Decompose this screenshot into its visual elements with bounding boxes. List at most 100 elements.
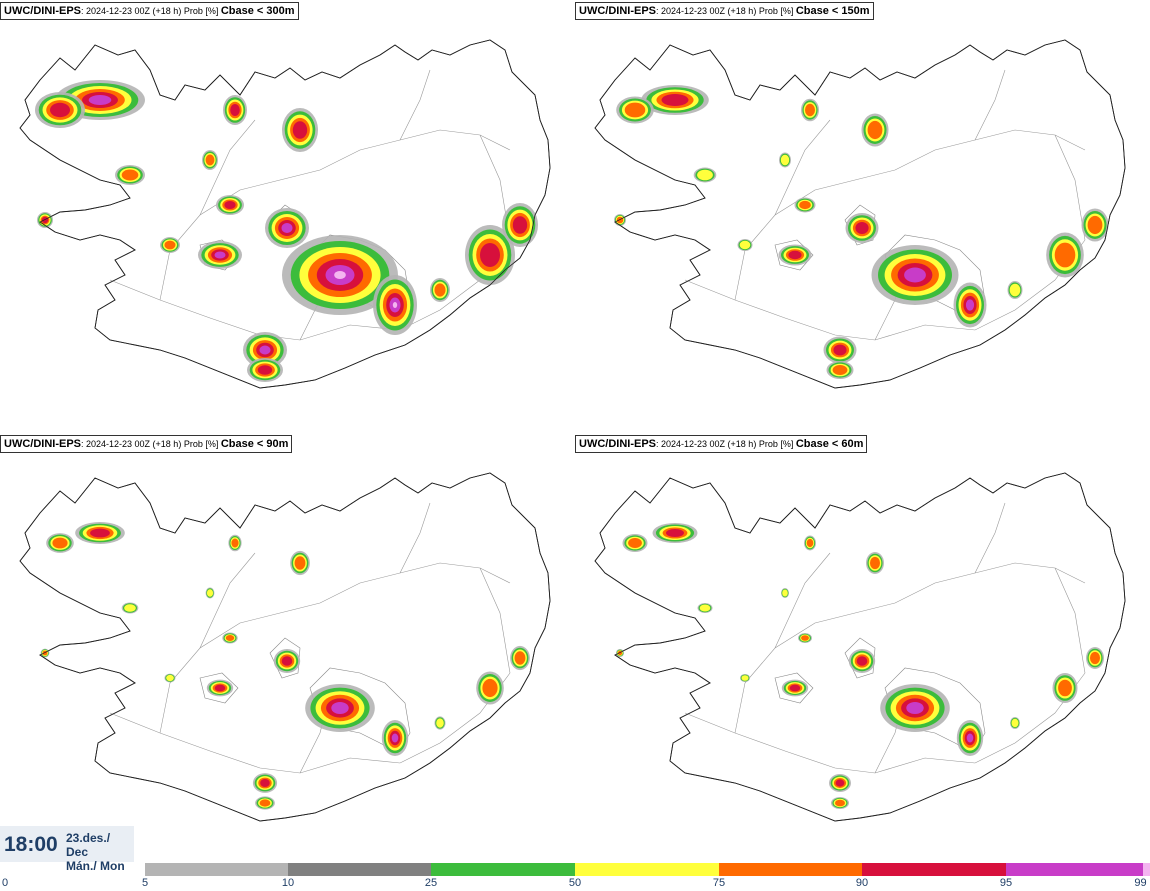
probability-contour [52, 537, 68, 549]
probability-contour [166, 674, 174, 682]
probability-contour [259, 799, 271, 807]
probability-contour [661, 94, 689, 106]
road-line [974, 69, 1006, 141]
probability-contour [833, 344, 847, 356]
iceland-map-150m [594, 39, 1126, 389]
legend-color-bin [288, 863, 431, 876]
probability-field [40, 522, 530, 810]
legend-color-bin [1006, 863, 1143, 876]
legend-tick-label: 95 [999, 877, 1013, 889]
legend-tick-label: 0 [2, 877, 9, 889]
probability-contour [205, 154, 215, 166]
road-line [734, 562, 1086, 734]
probability-contour [616, 216, 624, 224]
probability-contour [392, 302, 398, 308]
probability-contour [88, 95, 112, 105]
probability-contour [856, 656, 868, 666]
road-line [199, 552, 256, 649]
road-line [1054, 134, 1086, 241]
legend-tick-label: 75 [712, 877, 726, 889]
road-line [774, 552, 831, 649]
panel-title: UWC/DINI-EPS: 2024-12-23 00Z (+18 h) Pro… [575, 435, 868, 453]
probability-contour [482, 678, 498, 698]
probability-contour [50, 102, 70, 118]
probability-contour [331, 702, 349, 714]
probability-contour [164, 240, 176, 250]
probability-contour [906, 702, 924, 714]
probability-contour [90, 528, 110, 538]
iceland-coastline-overlay [594, 39, 1126, 389]
probability-contour [835, 779, 845, 787]
probability-contour [1090, 651, 1100, 665]
probability-contour [514, 651, 526, 665]
probability-contour [259, 345, 271, 355]
probability-contour [965, 299, 975, 311]
probability-contour [294, 556, 306, 570]
panel-title: UWC/DINI-EPS: 2024-12-23 00Z (+18 h) Pro… [575, 2, 874, 20]
road-line [159, 562, 511, 734]
probability-contour [224, 201, 236, 209]
probability-contour [281, 656, 293, 666]
road-line [399, 69, 431, 141]
probability-contour [806, 538, 814, 548]
probability-contour [805, 103, 815, 117]
map-panel-150m: UWC/DINI-EPS: 2024-12-23 00Z (+18 h) Pro… [575, 0, 1150, 432]
probability-contour [741, 675, 749, 681]
probability-contour [835, 799, 845, 807]
iceland-coastline-overlay [19, 472, 551, 822]
probability-contour [789, 684, 801, 692]
probability-contour [206, 589, 214, 597]
probability-contour [334, 271, 346, 279]
iceland-map-300m [19, 39, 551, 389]
legend-color-bin [719, 863, 862, 876]
probability-contour [628, 538, 642, 548]
probability-contour [124, 604, 136, 612]
probability-contour [230, 104, 240, 116]
probability-contour [214, 251, 226, 259]
glacier-outline [774, 672, 814, 704]
map-panel-300m: UWC/DINI-EPS: 2024-12-23 00Z (+18 h) Pro… [0, 0, 575, 432]
legend-tick-label: 99 [1134, 877, 1147, 889]
road-line [399, 502, 431, 574]
road-line [1054, 567, 1086, 674]
probability-contour [1087, 215, 1103, 235]
iceland-coastline-overlay [19, 39, 551, 389]
probability-contour [257, 365, 273, 375]
probability-field [616, 523, 1104, 809]
probability-contour [666, 529, 684, 537]
probability-contour [782, 589, 788, 597]
road-line [734, 129, 1086, 301]
probability-contour [281, 223, 293, 233]
probability-contour [966, 733, 974, 743]
probability-contour [739, 240, 751, 250]
probability-contour [697, 169, 713, 181]
probability-contour [225, 635, 235, 641]
legend-tick-label: 25 [424, 877, 438, 889]
road-line [159, 129, 511, 301]
legend-tick-label: 50 [568, 877, 582, 889]
probability-contour [870, 556, 880, 570]
probability-contour [788, 250, 802, 260]
legend-tick-label: 90 [855, 877, 869, 889]
probability-contour [260, 779, 270, 787]
probability-contour [436, 718, 444, 728]
legend-color-bin [1143, 863, 1150, 876]
legend-color-bin [575, 863, 719, 876]
road-line [774, 119, 831, 216]
road-line [974, 502, 1006, 574]
probability-contour [699, 604, 711, 612]
legend-tick-label: 5 [141, 877, 149, 889]
iceland-map-90m [19, 472, 551, 822]
panel-title: UWC/DINI-EPS: 2024-12-23 00Z (+18 h) Pro… [0, 2, 299, 20]
road-line [109, 239, 511, 341]
panel-title: UWC/DINI-EPS: 2024-12-23 00Z (+18 h) Pro… [0, 435, 293, 453]
probability-contour [41, 216, 49, 224]
probability-field [614, 85, 1109, 379]
probability-contour [867, 120, 883, 140]
probability-field [35, 80, 538, 382]
iceland-map-60m [594, 472, 1126, 822]
probability-contour [1058, 679, 1072, 697]
probability-contour [855, 222, 869, 234]
legend-color-bin [862, 863, 1006, 876]
probability-contour [801, 635, 809, 641]
